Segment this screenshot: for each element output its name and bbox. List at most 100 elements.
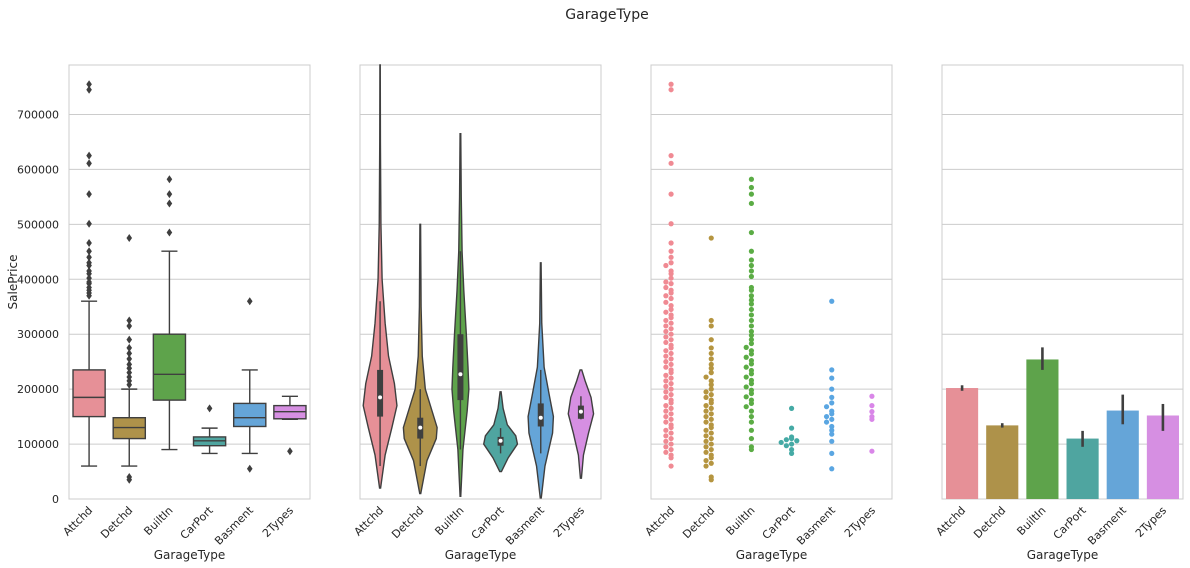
swarm-point bbox=[748, 297, 755, 303]
swarm-point bbox=[708, 455, 714, 461]
swarm-point bbox=[788, 425, 795, 431]
box-outlier bbox=[166, 175, 173, 184]
x-tick-label: Attchd bbox=[643, 504, 678, 539]
axes-frame bbox=[941, 64, 1184, 500]
swarm-point bbox=[663, 383, 669, 389]
swarm-point bbox=[708, 356, 714, 362]
swarm-point bbox=[829, 427, 835, 433]
swarm-point bbox=[829, 466, 835, 472]
box-outlier bbox=[126, 475, 133, 484]
swarm-point bbox=[794, 438, 800, 444]
swarm-point bbox=[829, 367, 835, 373]
swarm-point bbox=[703, 389, 709, 395]
x-tick-label: Attchd bbox=[352, 504, 387, 539]
swarm-point bbox=[743, 394, 749, 400]
swarm-point bbox=[743, 404, 749, 410]
swarm-point bbox=[708, 446, 714, 453]
swarm-point bbox=[668, 337, 674, 343]
swarm-point bbox=[788, 435, 795, 442]
violin-median bbox=[378, 395, 383, 400]
swarm-point bbox=[708, 235, 714, 241]
swarm-point bbox=[708, 323, 714, 329]
box-outlier bbox=[246, 464, 253, 473]
swarm-point bbox=[748, 419, 755, 425]
box-outlier bbox=[287, 447, 293, 456]
box-outlier bbox=[86, 219, 92, 228]
swarm-point bbox=[708, 392, 714, 398]
swarm-point bbox=[668, 386, 674, 392]
swarm-point bbox=[748, 317, 755, 324]
swarm-point bbox=[829, 411, 835, 417]
swarm-point bbox=[748, 340, 755, 347]
y-axis-label: SalePrice bbox=[6, 255, 20, 310]
swarm-point bbox=[663, 408, 669, 414]
swarm-point bbox=[708, 370, 714, 376]
box-outlier bbox=[166, 190, 173, 199]
swarm-point bbox=[748, 427, 755, 433]
swarm-point bbox=[829, 450, 835, 457]
bar bbox=[946, 388, 979, 499]
x-tick-label: Attchd bbox=[934, 504, 969, 539]
swarm-point bbox=[748, 257, 755, 263]
y-tick-label: 700000 bbox=[17, 108, 59, 121]
x-tick-label: CarPort bbox=[178, 503, 216, 541]
swarm-point bbox=[663, 359, 669, 365]
violin-body bbox=[402, 223, 438, 495]
box-outlier bbox=[126, 316, 133, 325]
swarm-point bbox=[869, 416, 875, 422]
swarm-point bbox=[668, 446, 674, 453]
swarm-point bbox=[668, 441, 674, 447]
swarm-point bbox=[743, 364, 749, 370]
swarm-point bbox=[829, 386, 835, 392]
figure-suptitle: GarageType bbox=[565, 7, 648, 23]
swarm-point bbox=[668, 463, 674, 469]
swarm-point bbox=[783, 437, 789, 443]
box-outlier bbox=[86, 238, 92, 247]
swarm-point bbox=[869, 403, 875, 409]
box-outlier bbox=[86, 247, 92, 256]
swarm-point bbox=[668, 295, 674, 302]
swarm-point bbox=[743, 344, 749, 350]
box-outlier bbox=[206, 404, 213, 413]
y-tick-label: 300000 bbox=[17, 328, 59, 341]
x-tick-label: Detchd bbox=[971, 504, 1008, 541]
box-outlier bbox=[126, 335, 133, 344]
swarm-point bbox=[668, 345, 674, 351]
swarm-point bbox=[663, 323, 669, 329]
swarm-point bbox=[668, 160, 674, 166]
swarm-point bbox=[823, 404, 830, 410]
swarm-point bbox=[748, 306, 755, 313]
bar bbox=[986, 425, 1019, 499]
swarm-point bbox=[743, 384, 749, 390]
swarm-point bbox=[708, 416, 714, 422]
swarm-point bbox=[829, 394, 835, 400]
x-tick-label: CarPort bbox=[469, 503, 507, 541]
swarm-point bbox=[708, 441, 714, 447]
plot-area bbox=[651, 65, 892, 499]
y-tick-label: 600000 bbox=[17, 163, 59, 176]
axes-frame bbox=[68, 64, 311, 500]
swarm-point bbox=[869, 393, 875, 399]
swarm-point bbox=[663, 438, 669, 444]
swarm-point bbox=[829, 438, 835, 444]
swarm-point bbox=[668, 416, 674, 422]
swarm-point bbox=[829, 416, 835, 422]
swarm-point bbox=[703, 433, 709, 439]
swarm-point bbox=[668, 326, 674, 332]
swarm-point bbox=[663, 299, 669, 305]
x-tick-label: CarPort bbox=[760, 503, 798, 541]
x-tick-label: BuiltIn bbox=[723, 504, 757, 538]
box-outlier bbox=[126, 321, 133, 330]
swarm-point bbox=[778, 439, 784, 446]
plot-area bbox=[942, 65, 1183, 499]
swarm-point bbox=[748, 301, 755, 307]
swarm-point bbox=[668, 254, 674, 260]
swarm-point bbox=[748, 176, 755, 182]
swarm-point bbox=[703, 408, 709, 414]
swarm-point bbox=[703, 394, 709, 400]
box-outlier bbox=[126, 343, 133, 352]
swarm-point bbox=[663, 413, 669, 420]
violin-median bbox=[498, 438, 503, 443]
x-tick-label: CarPort bbox=[1051, 503, 1089, 541]
